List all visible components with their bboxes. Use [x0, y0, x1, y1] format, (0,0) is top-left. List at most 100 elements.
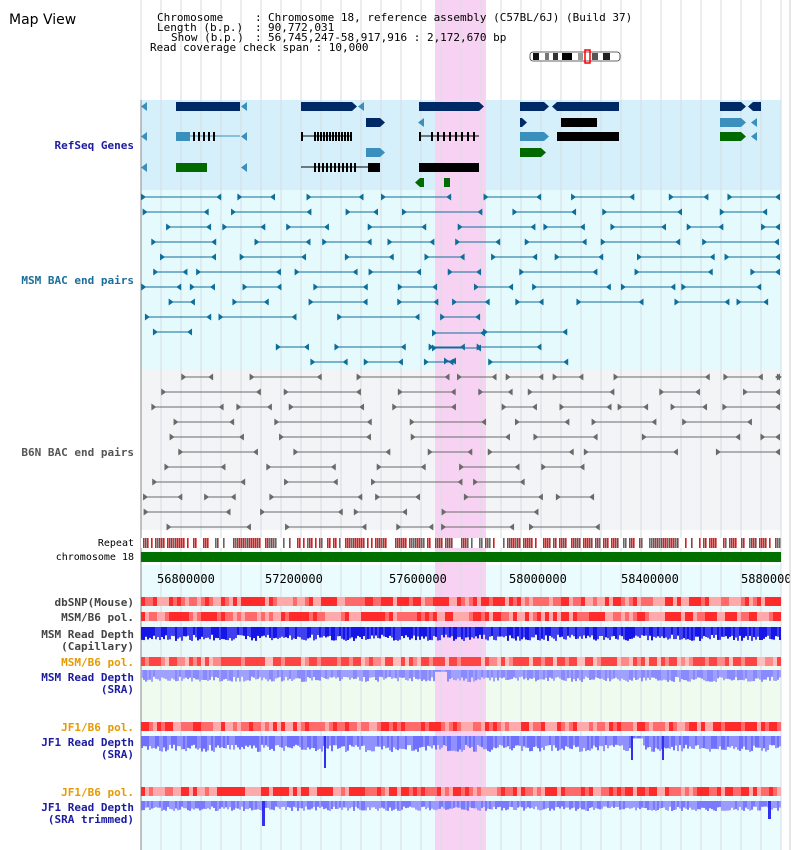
read-depth-bar	[579, 670, 581, 681]
polymorphism-density-cell	[469, 612, 473, 621]
read-depth-bar	[153, 627, 155, 636]
read-depth-bar	[349, 670, 351, 680]
b6n-bac-pair-end-marker	[178, 448, 184, 456]
read-depth-bar	[533, 627, 535, 638]
b6n-bac-pair-end-marker	[366, 418, 372, 426]
read-depth-bar	[307, 627, 309, 639]
track-label-chromosome[interactable]: chromosome 18	[56, 552, 134, 563]
polymorphism-density-cell	[289, 787, 293, 796]
track-label-jf1-trimmed-depth[interactable]: JF1 Read Depth	[41, 801, 134, 814]
read-depth-bar	[285, 670, 287, 677]
refseq-gene-features[interactable]	[141, 102, 761, 187]
msm-bac-pair-end-marker	[605, 283, 611, 291]
polymorphism-density-cell	[225, 597, 229, 606]
gene-exon-tick	[419, 163, 421, 172]
repeat-element	[435, 538, 437, 548]
track-label-jf1-depth[interactable]: JF1 Read Depth	[41, 736, 134, 749]
polymorphism-density-cell	[157, 787, 161, 796]
polymorphism-density-cell	[201, 657, 205, 666]
polymorphism-density-cell	[577, 787, 581, 796]
polymorphism-density-cell	[217, 787, 221, 796]
msm-bac-pair-end-marker	[237, 193, 243, 201]
b6n-bac-pair-end-marker	[428, 523, 434, 531]
read-depth-bar	[395, 670, 397, 679]
gene-exon-tick	[585, 118, 587, 127]
read-depth-bar	[277, 801, 279, 808]
read-depth-bar	[573, 627, 575, 637]
repeat-element	[159, 538, 161, 548]
polymorphism-density-cell	[581, 657, 585, 666]
read-depth-bar	[773, 627, 775, 640]
read-depth-bar	[541, 736, 543, 748]
polymorphism-density-cell	[181, 597, 185, 606]
msm-bac-pair-end-marker	[388, 253, 394, 261]
read-depth-bar	[337, 801, 339, 809]
polymorphism-density-cell	[369, 722, 373, 731]
read-depth-bar	[757, 670, 759, 679]
read-depth-bar	[285, 627, 287, 638]
track-label-jf1-trimmed-pol[interactable]: JF1/B6 pol.	[61, 786, 134, 799]
read-depth-bar	[369, 736, 371, 751]
msm-bac-pair-end-marker	[677, 208, 683, 216]
polymorphism-density-cell	[417, 722, 421, 731]
gene-strand-arrow	[241, 132, 247, 141]
read-depth-bar	[275, 801, 277, 807]
repeat-element	[535, 538, 537, 548]
read-depth-bar	[651, 627, 653, 641]
polymorphism-density-cell	[189, 787, 193, 796]
quantitative-data-tracks[interactable]	[141, 597, 781, 826]
track-label-repeat[interactable]: Repeat	[98, 538, 134, 549]
read-depth-bar	[239, 627, 241, 636]
msm-bac-pair-end-marker	[775, 223, 780, 231]
read-depth-bar	[217, 627, 219, 639]
polymorphism-density-cell	[573, 612, 577, 621]
track-label-jf1-pol[interactable]: JF1/B6 pol.	[61, 721, 134, 734]
read-depth-bar	[425, 670, 427, 682]
track-label-msm-depth-sra[interactable]: MSM Read Depth	[41, 671, 134, 684]
polymorphism-density-cell	[481, 722, 485, 731]
read-depth-bar	[591, 736, 593, 749]
repeat-element	[349, 538, 351, 548]
repeat-element	[169, 538, 171, 548]
track-label-msm-bac[interactable]: MSM BAC end pairs	[21, 274, 134, 287]
read-depth-bar	[205, 670, 207, 681]
read-depth-bar	[663, 627, 665, 639]
read-depth-bar	[555, 670, 557, 678]
track-label-msm-pol-sra[interactable]: MSM/B6 pol.	[61, 656, 134, 669]
repeat-element	[143, 538, 145, 548]
polymorphism-density-cell	[589, 722, 593, 731]
track-label-refseq[interactable]: RefSeq Genes	[55, 139, 134, 152]
b6n-bac-features[interactable]	[143, 373, 782, 531]
polymorphism-density-cell	[241, 787, 245, 796]
repeat-track-bar[interactable]	[141, 538, 781, 548]
track-label-msm-depth-capillary[interactable]: MSM Read Depth	[41, 628, 134, 641]
b6n-bac-pair-end-marker	[274, 418, 280, 426]
read-depth-bar	[691, 736, 693, 749]
read-depth-bar	[319, 627, 321, 638]
read-depth-bar	[775, 627, 777, 637]
read-depth-bar	[535, 801, 537, 807]
read-depth-bar	[561, 736, 563, 749]
polymorphism-density-cell	[253, 787, 257, 796]
read-depth-bar	[455, 627, 457, 640]
chromosome-ideogram[interactable]	[529, 49, 621, 64]
msm-bac-features[interactable]	[141, 193, 780, 366]
polymorphism-density-cell	[365, 787, 369, 796]
polymorphism-density-cell	[757, 657, 761, 666]
gene-exon-tick	[338, 132, 340, 141]
repeat-element	[653, 538, 655, 548]
read-depth-bar	[333, 670, 335, 677]
read-depth-bar	[265, 627, 267, 638]
read-depth-bar	[577, 736, 579, 747]
chromosome-18-bar[interactable]	[141, 552, 781, 562]
read-depth-bar	[267, 736, 269, 747]
track-label-b6n-bac[interactable]: B6N BAC end pairs	[21, 446, 134, 459]
read-depth-bar	[257, 736, 259, 752]
polymorphism-density-cell	[737, 597, 741, 606]
polymorphism-density-cell	[345, 657, 349, 666]
track-label-dbsnp[interactable]: dbSNP(Mouse)	[55, 596, 134, 609]
track-label-msm-pol-capillary[interactable]: MSM/B6 pol.	[61, 611, 134, 624]
repeat-element	[401, 538, 403, 548]
msm-bac-pair-end-marker	[576, 298, 582, 306]
